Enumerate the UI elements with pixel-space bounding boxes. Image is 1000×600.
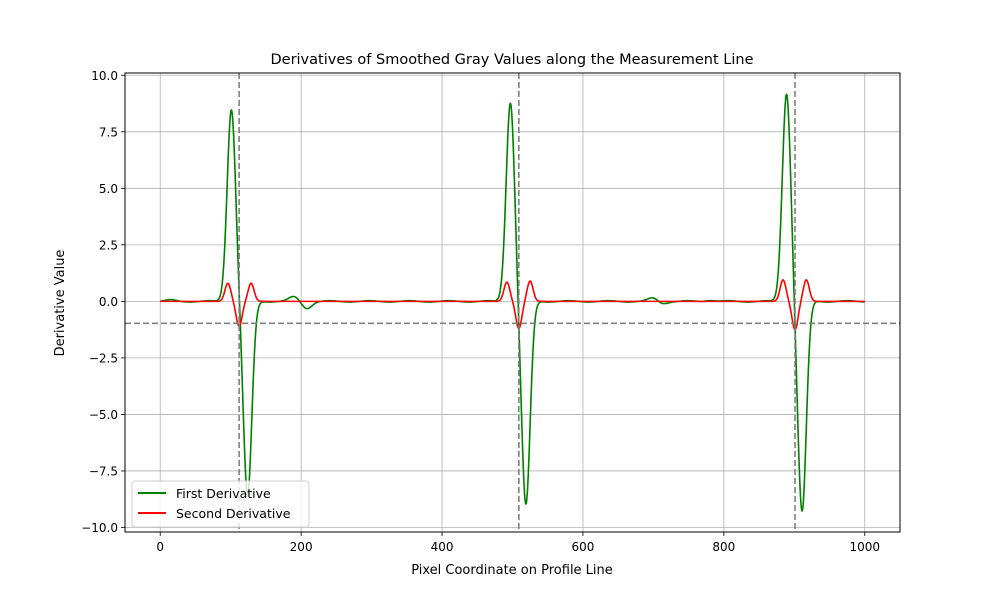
x-tick-label: 400 xyxy=(431,540,454,554)
plot-area xyxy=(159,93,866,512)
legend-label-first-derivative: First Derivative xyxy=(176,486,271,501)
y-axis-label: Derivative Value xyxy=(53,250,68,357)
y-axis-ticks: −10.0 −7.5 −5.0 −2.5 0.0 2.5 5.0 7.5 10.0 xyxy=(81,69,125,535)
reference-lines xyxy=(125,73,900,532)
x-tick-label: 0 xyxy=(156,540,164,554)
second-derivative-line xyxy=(159,279,866,331)
axes-frame xyxy=(124,72,901,533)
y-tick-label: −2.5 xyxy=(89,351,118,365)
y-tick-label: 10.0 xyxy=(91,69,118,83)
y-tick-label: −5.0 xyxy=(89,408,118,422)
chart-title: Derivatives of Smoothed Gray Values alon… xyxy=(270,52,753,68)
legend-label-second-derivative: Second Derivative xyxy=(176,506,291,521)
legend-box xyxy=(131,480,310,528)
x-tick-label: 200 xyxy=(290,540,313,554)
y-tick-label: 5.0 xyxy=(99,182,118,196)
x-tick-label: 600 xyxy=(572,540,595,554)
x-tick-label: 800 xyxy=(712,540,735,554)
x-axis-label: Pixel Coordinate on Profile Line xyxy=(411,563,613,578)
y-tick-label: −7.5 xyxy=(89,464,118,478)
legend: First Derivative Second Derivative xyxy=(131,480,310,528)
x-axis-ticks: 0 200 400 600 800 1000 xyxy=(156,532,880,554)
y-tick-label: 2.5 xyxy=(99,238,118,252)
y-tick-label: 0.0 xyxy=(99,295,118,309)
y-tick-label: 7.5 xyxy=(99,125,118,139)
y-tick-label: −10.0 xyxy=(81,521,118,535)
x-tick-label: 1000 xyxy=(849,540,880,554)
